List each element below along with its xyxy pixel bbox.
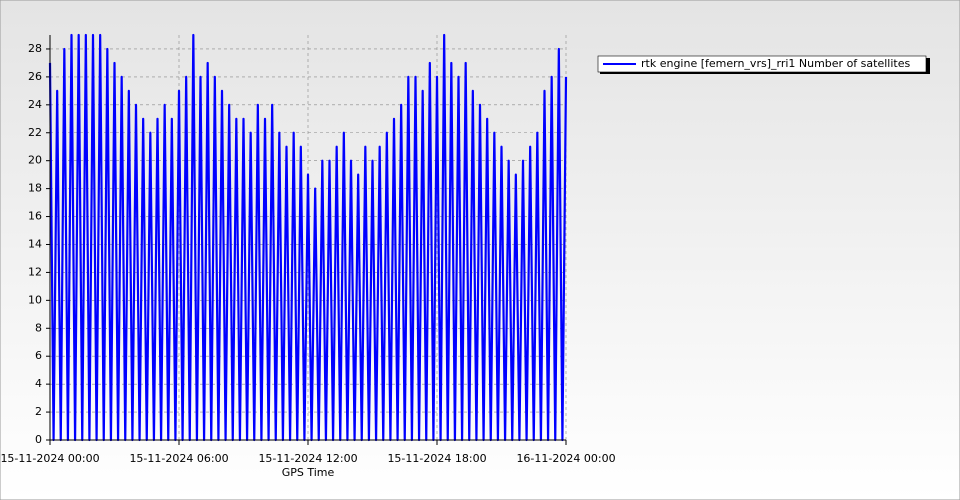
y-tick-label: 8 [35,321,42,334]
x-axis-title: GPS Time [282,466,335,479]
x-tick-label: 15-11-2024 06:00 [129,452,228,465]
y-tick-label: 16 [28,210,42,223]
y-tick-label: 20 [28,154,42,167]
y-tick-label: 14 [28,237,42,250]
x-tick-label: 15-11-2024 12:00 [258,452,357,465]
legend-box [597,55,927,73]
y-tick-label: 12 [28,265,42,278]
y-tick-label: 6 [35,349,42,362]
y-tick-label: 0 [35,433,42,446]
y-tick-label: 18 [28,182,42,195]
y-tick-label: 10 [28,293,42,306]
x-tick-label: 15-11-2024 18:00 [387,452,486,465]
x-tick-label: 16-11-2024 00:00 [516,452,615,465]
legend-label: rtk engine [femern_vrs]_rri1 Number of s… [641,57,910,70]
y-tick-label: 28 [28,42,42,55]
y-tick-label: 22 [28,126,42,139]
y-tick-label: 24 [28,98,42,111]
series-line [48,33,568,442]
x-tick-label: 15-11-2024 00:00 [0,452,99,465]
y-tick-label: 4 [35,377,42,390]
y-tick-label: 2 [35,405,42,418]
y-tick-label: 26 [28,70,42,83]
